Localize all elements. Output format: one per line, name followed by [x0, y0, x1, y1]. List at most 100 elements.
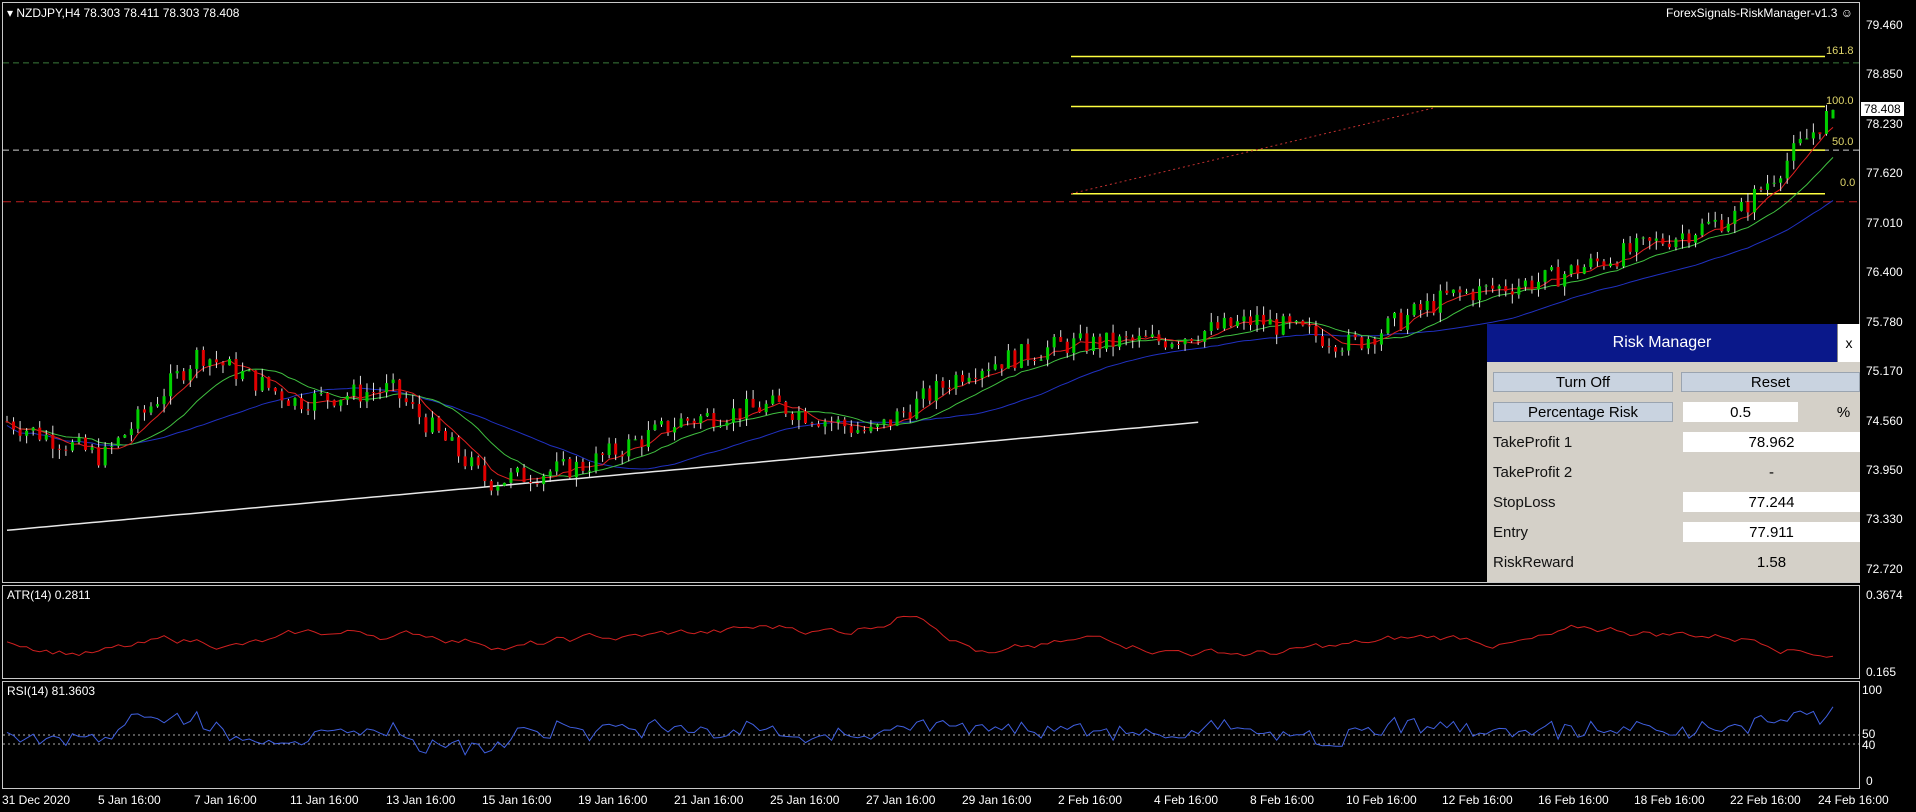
dropdown-triangle-icon[interactable]: ▾	[7, 6, 14, 20]
candle-body	[411, 402, 415, 404]
time-tick: 21 Jan 16:00	[674, 793, 744, 807]
candle-body	[509, 472, 513, 483]
rsi-label: RSI(14) 81.3603	[7, 684, 96, 698]
percentage-risk-input[interactable]: 0.5	[1683, 402, 1798, 422]
candle-body	[1013, 350, 1017, 368]
candle-body	[1595, 258, 1599, 262]
candle-body	[1412, 304, 1416, 316]
time-tick: 19 Jan 16:00	[578, 793, 648, 807]
candle-body	[1177, 343, 1181, 345]
candle-body	[1203, 331, 1207, 342]
candle-body	[1726, 223, 1730, 232]
close-button[interactable]: x	[1837, 324, 1860, 362]
candle-body	[777, 395, 781, 403]
candle-body	[1779, 178, 1783, 183]
time-tick: 11 Jan 16:00	[290, 793, 359, 807]
candle-body	[1065, 341, 1069, 353]
indicator-name: ForexSignals-RiskManager-v1.3 ☺	[1666, 6, 1853, 20]
candle-body	[771, 395, 775, 404]
time-tick: 5 Jan 16:00	[98, 793, 161, 807]
candle-body	[332, 400, 336, 406]
atr-pane[interactable]: ATR(14) 0.2811	[2, 585, 1860, 679]
time-tick: 15 Jan 16:00	[482, 793, 552, 807]
candle-body	[1222, 317, 1226, 329]
candle-body	[254, 370, 258, 391]
atr-axis-top: 0.3674	[1866, 588, 1903, 602]
rsi-axis-40: 40	[1862, 738, 1876, 752]
candle-body	[378, 392, 382, 394]
takeprofit2-label: TakeProfit 2	[1493, 464, 1573, 481]
risk-manager-title[interactable]: Risk Manager	[1487, 324, 1837, 362]
candle-body	[313, 393, 317, 411]
time-tick: 29 Jan 16:00	[962, 793, 1032, 807]
candle-body	[974, 377, 978, 379]
candle-body	[705, 413, 709, 417]
time-tick: 18 Feb 16:00	[1634, 793, 1705, 807]
candle-body	[902, 411, 906, 413]
time-tick: 16 Feb 16:00	[1538, 793, 1609, 807]
candle-body	[659, 420, 663, 425]
candle-body	[77, 437, 81, 443]
candle-body	[1720, 219, 1724, 232]
candle-body	[666, 420, 670, 433]
candle-body	[430, 417, 434, 433]
candle-body	[169, 373, 173, 397]
candle-body	[1307, 325, 1311, 327]
candle-body	[1530, 280, 1534, 290]
candle-body	[306, 409, 310, 411]
candle-body	[882, 419, 886, 425]
price-chart-pane[interactable]: ▾ NZDJPY,H4 78.303 78.411 78.303 78.408 …	[2, 2, 1860, 583]
candle-body	[1484, 285, 1488, 287]
candle-body	[1615, 263, 1619, 267]
candle-body	[1157, 334, 1161, 342]
percentage-risk-button[interactable]: Percentage Risk	[1493, 402, 1673, 422]
candle-body	[1713, 219, 1717, 222]
candle-body	[699, 416, 703, 424]
candle-body	[476, 457, 480, 466]
candle-body	[201, 349, 205, 366]
turn-off-button[interactable]: Turn Off	[1493, 372, 1673, 392]
entry-value[interactable]: 77.911	[1683, 522, 1860, 542]
candle-body	[875, 424, 879, 427]
candle-body	[849, 426, 853, 433]
rsi-axis-0: 0	[1866, 774, 1873, 788]
candle-body	[1752, 188, 1756, 213]
candle-body	[1582, 267, 1586, 274]
candle-body	[830, 421, 834, 423]
price-tick: 76.400	[1866, 265, 1903, 279]
candle-body	[1406, 315, 1410, 330]
candle-body	[18, 429, 22, 436]
candle-body	[1556, 267, 1560, 287]
candle-body	[1105, 332, 1109, 349]
candle-body	[156, 404, 160, 407]
candle-body	[862, 430, 866, 432]
candle-body	[1262, 314, 1266, 325]
candle-body	[679, 418, 683, 428]
candle-body	[149, 406, 153, 413]
candle-body	[1733, 210, 1737, 224]
candle-body	[718, 425, 722, 427]
rsi-pane[interactable]: RSI(14) 81.3603	[2, 681, 1860, 789]
symbol-info-text: NZDJPY,H4 78.303 78.411 78.303 78.408	[16, 6, 240, 20]
takeprofit1-value[interactable]: 78.962	[1683, 432, 1860, 452]
candle-body	[12, 421, 16, 430]
entry-label: Entry	[1493, 524, 1529, 541]
stoploss-value[interactable]: 77.244	[1683, 492, 1860, 512]
reset-button[interactable]: Reset	[1681, 372, 1860, 392]
candle-body	[463, 456, 467, 467]
candle-body	[1739, 201, 1743, 211]
candle-body	[1510, 291, 1514, 295]
candle-body	[372, 392, 376, 394]
candle-body	[928, 388, 932, 401]
price-tick: 73.950	[1866, 463, 1903, 477]
time-tick: 8 Feb 16:00	[1250, 793, 1315, 807]
candle-body	[398, 379, 402, 399]
candle-body	[895, 411, 899, 426]
candle-body	[574, 461, 578, 478]
candle-body	[673, 427, 677, 433]
candle-body	[483, 465, 487, 482]
candle-body	[1563, 274, 1567, 287]
candle-body	[5, 421, 9, 423]
candle-body	[607, 443, 611, 456]
atr-label: ATR(14) 0.2811	[7, 588, 91, 602]
